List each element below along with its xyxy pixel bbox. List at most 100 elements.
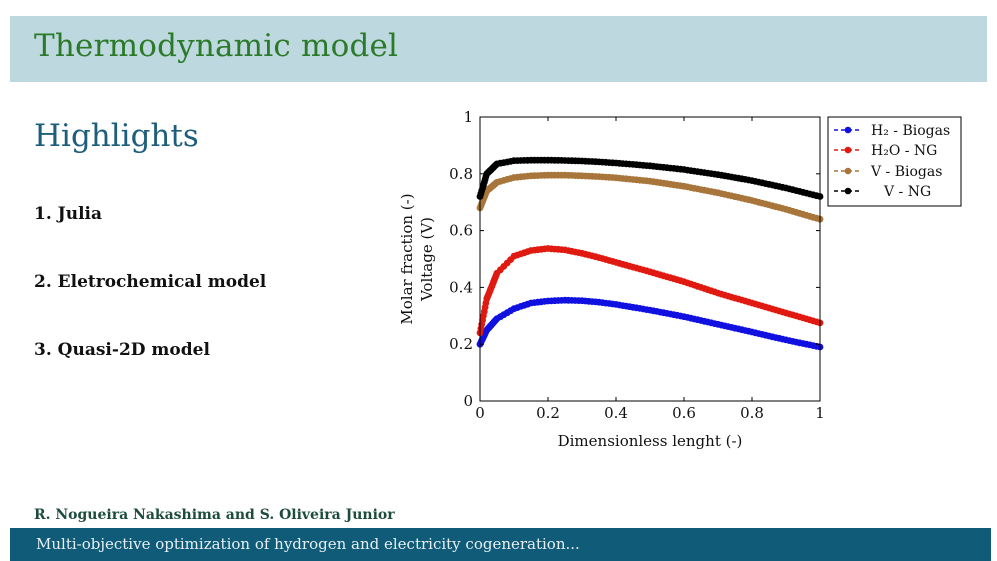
data-point — [748, 299, 756, 307]
data-point — [792, 187, 800, 195]
data-point — [721, 191, 729, 198]
data-point — [520, 173, 528, 180]
data-point — [765, 201, 773, 209]
data-point — [478, 337, 486, 344]
data-point — [585, 172, 593, 180]
data-point — [728, 293, 735, 301]
data-point — [479, 198, 486, 205]
data-point — [575, 249, 582, 256]
data-point — [486, 167, 494, 174]
data-point — [626, 175, 633, 183]
y-axis-label-2: Voltage (V) — [418, 217, 436, 302]
data-point — [480, 308, 488, 315]
data-point — [701, 317, 708, 325]
data-point — [510, 157, 518, 165]
data-point — [656, 163, 664, 171]
data-point — [568, 247, 576, 255]
data-point — [803, 211, 810, 219]
data-point — [592, 253, 599, 261]
legend-entry-v-biogas: V - Biogas — [834, 164, 942, 180]
data-point — [762, 331, 769, 339]
data-point — [534, 156, 542, 164]
data-point — [758, 199, 766, 207]
data-point — [477, 190, 485, 198]
data-point — [707, 287, 715, 295]
data-point — [582, 172, 589, 180]
data-point — [735, 194, 742, 201]
data-point — [663, 164, 671, 172]
data-point — [492, 316, 500, 323]
data-point — [626, 262, 633, 270]
data-point — [489, 182, 497, 190]
data-point — [531, 172, 538, 180]
data-point — [541, 156, 548, 164]
series-line — [479, 159, 821, 198]
data-point — [809, 213, 817, 221]
data-point — [500, 263, 508, 270]
x-axis-label: Dimensionless lenght (-) — [558, 432, 743, 450]
data-point — [656, 308, 664, 316]
data-point — [551, 171, 559, 179]
data-point — [769, 202, 776, 210]
legend-box — [827, 116, 962, 207]
data-point — [548, 245, 555, 253]
data-point — [731, 174, 739, 182]
data-point — [769, 305, 776, 313]
data-point — [714, 320, 722, 328]
data-point — [554, 156, 562, 164]
data-point — [483, 295, 491, 303]
data-point — [485, 324, 492, 332]
legend-entry-h2o-ng: H₂O - NG — [834, 143, 937, 159]
list-item-number: 2. — [34, 272, 52, 292]
data-point — [629, 161, 637, 168]
data-point — [554, 171, 562, 179]
data-point — [687, 184, 695, 192]
data-point — [741, 327, 749, 334]
data-point — [487, 183, 495, 191]
data-point — [707, 188, 715, 195]
data-point — [748, 197, 756, 204]
data-point — [792, 208, 800, 216]
data-point — [684, 314, 691, 321]
data-point — [544, 245, 552, 252]
data-point — [491, 276, 498, 283]
data-point — [537, 172, 545, 179]
data-point — [534, 246, 542, 254]
data-point — [813, 192, 820, 200]
data-point — [745, 327, 752, 335]
data-point — [493, 160, 501, 168]
data-point — [578, 297, 586, 305]
data-point — [476, 193, 484, 200]
data-point — [738, 296, 746, 304]
data-point — [663, 180, 671, 188]
data-point — [690, 281, 698, 289]
data-point — [667, 180, 674, 188]
data-point — [479, 316, 486, 324]
data-point — [492, 271, 500, 279]
data-point — [575, 172, 582, 180]
data-point — [602, 173, 610, 181]
data-point — [687, 167, 695, 175]
data-point — [568, 157, 576, 165]
data-point — [565, 247, 572, 255]
data-point — [503, 158, 511, 166]
highlights-list: 1. Julia 2. Eletrochemical model 3. Quas… — [34, 204, 266, 408]
data-point — [544, 297, 552, 305]
data-point — [605, 257, 613, 264]
data-point — [612, 159, 620, 167]
data-point — [799, 188, 807, 196]
data-point — [748, 328, 756, 336]
series-2 — [476, 171, 824, 223]
data-point — [816, 319, 824, 327]
data-point — [486, 289, 493, 296]
data-point — [481, 176, 489, 183]
data-point — [646, 268, 654, 276]
data-point — [503, 309, 511, 317]
data-point — [762, 303, 769, 311]
data-point — [650, 178, 657, 186]
data-point — [476, 329, 484, 337]
data-point — [629, 263, 637, 271]
data-point — [478, 187, 486, 195]
data-point — [616, 301, 623, 309]
legend-label: H₂ - Biogas — [871, 123, 950, 139]
